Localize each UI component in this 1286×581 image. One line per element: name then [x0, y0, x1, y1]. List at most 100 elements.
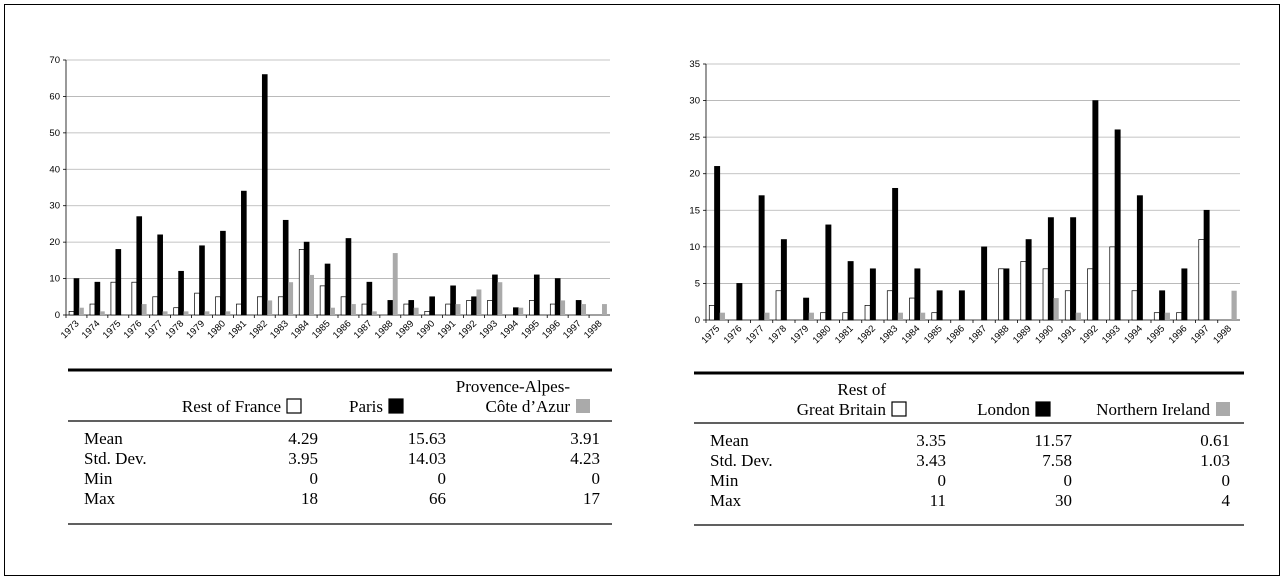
- bar-2-1988: [1003, 268, 1010, 321]
- bar-1-1982: [864, 305, 871, 321]
- bar-3-1977: [764, 312, 770, 320]
- bar-3-1996: [560, 300, 566, 315]
- bar-1-1985: [931, 312, 938, 321]
- bar-2-1986: [958, 290, 965, 321]
- bar-1-1983: [886, 290, 893, 321]
- y-tick-label: 30: [689, 96, 700, 107]
- chart-1: 0102030405060701973197419751976197719781…: [49, 55, 610, 341]
- cell-value: 14.03: [408, 449, 446, 468]
- bar-3-1986: [350, 304, 356, 315]
- x-tick-label: 1978: [163, 318, 186, 341]
- x-tick-label: 1989: [394, 318, 417, 341]
- x-tick-label: 1993: [477, 318, 500, 341]
- bar-1-1981: [842, 312, 849, 321]
- bar-2-1989: [408, 300, 415, 316]
- table-header-label: Rest of France: [182, 397, 281, 416]
- bar-1-1973: [68, 311, 75, 316]
- bar-3-1982: [267, 300, 273, 315]
- bar-3-1987: [371, 311, 377, 315]
- bar-2-1986: [345, 238, 352, 316]
- bar-1-1977: [152, 296, 159, 316]
- bar-1-1990: [424, 311, 431, 316]
- cell-value: 0: [438, 469, 447, 488]
- cell-value: 7.58: [1042, 451, 1072, 470]
- y-tick-label: 10: [689, 242, 700, 253]
- row-label: Std. Dev.: [84, 449, 147, 468]
- bar-2-1985: [324, 263, 331, 316]
- x-tick-label: 1986: [331, 318, 354, 341]
- bar-1-1992: [466, 300, 472, 316]
- bar-2-1983: [282, 219, 289, 316]
- bar-2-1977: [758, 195, 765, 321]
- bar-2-1985: [936, 290, 943, 321]
- bar-3-1993: [497, 282, 503, 315]
- summary-table-1: Rest of France Paris Provence-Alpes-Côte d…: [68, 368, 612, 525]
- cell-value: 0.61: [1200, 431, 1230, 450]
- x-tick-label: 1980: [205, 318, 228, 341]
- bar-2-1976: [136, 216, 143, 316]
- bar-2-1993: [492, 274, 498, 316]
- bar-2-1979: [199, 245, 205, 316]
- x-tick-label: 1981: [833, 323, 856, 346]
- x-tick-label: 1978: [766, 323, 789, 346]
- bar-1-1993: [1109, 246, 1116, 321]
- bar-2-1990: [429, 296, 435, 316]
- row-label: Std. Dev.: [710, 451, 773, 470]
- bar-1-1997: [1198, 239, 1205, 321]
- bar-3-1985: [330, 307, 335, 315]
- bar-1-1980: [820, 312, 827, 321]
- row-label: Mean: [710, 431, 749, 450]
- x-tick-label: 1975: [101, 318, 124, 341]
- cell-value: 3.95: [288, 449, 318, 468]
- bar-2-1978: [780, 239, 787, 321]
- bar-1-1996: [549, 303, 556, 316]
- x-tick-label: 1998: [582, 318, 605, 341]
- table-header-label: London: [977, 400, 1030, 419]
- legend-swatch: [1216, 402, 1230, 416]
- bar-2-1987: [981, 246, 988, 321]
- legend-swatch: [286, 398, 302, 414]
- legend-swatch: [388, 398, 404, 414]
- table-header-label: Provence-Alpes-: [456, 377, 571, 396]
- bar-1-1984: [909, 297, 916, 321]
- bar-1-1975: [110, 281, 117, 316]
- bar-3-1991: [455, 304, 461, 315]
- cell-value: 11: [930, 491, 946, 510]
- y-tick-label: 20: [49, 237, 60, 248]
- bar-3-1974: [99, 311, 105, 315]
- bar-2-1984: [914, 268, 921, 321]
- cell-value: 11.57: [1034, 431, 1072, 450]
- bar-1-1989: [1020, 261, 1027, 321]
- bar-2-1975: [714, 166, 721, 321]
- x-tick-label: 1993: [1100, 323, 1123, 346]
- bar-2-1992: [471, 296, 477, 316]
- x-tick-label: 1992: [456, 318, 479, 341]
- bar-1-1994: [1131, 290, 1138, 321]
- cell-value: 1.03: [1200, 451, 1230, 470]
- bar-2-1977: [157, 234, 163, 316]
- bar-1-1976: [131, 281, 138, 316]
- x-tick-label: 1996: [540, 318, 563, 341]
- y-tick-label: 30: [49, 201, 60, 212]
- bar-2-1981: [241, 190, 247, 316]
- x-tick-label: 1989: [1011, 323, 1034, 346]
- bar-2-1973: [73, 278, 80, 316]
- bar-2-1974: [94, 281, 101, 316]
- bar-2-1989: [1025, 239, 1032, 321]
- y-tick-label: 60: [49, 91, 60, 102]
- x-tick-label: 1976: [722, 323, 745, 346]
- y-tick-label: 25: [689, 132, 700, 143]
- x-tick-label: 1985: [922, 323, 945, 346]
- x-tick-label: 1988: [373, 318, 396, 341]
- bar-1-1974: [89, 303, 96, 316]
- bar-2-1991: [450, 285, 456, 316]
- x-tick-label: 1984: [900, 323, 923, 346]
- x-tick-label: 1983: [878, 323, 901, 346]
- bar-2-1979: [803, 297, 810, 321]
- x-tick-label: 1991: [435, 318, 458, 341]
- x-tick-label: 1987: [352, 318, 375, 341]
- x-tick-label: 1979: [184, 318, 207, 341]
- row-label: Mean: [84, 429, 123, 448]
- bar-3-1984: [309, 274, 314, 315]
